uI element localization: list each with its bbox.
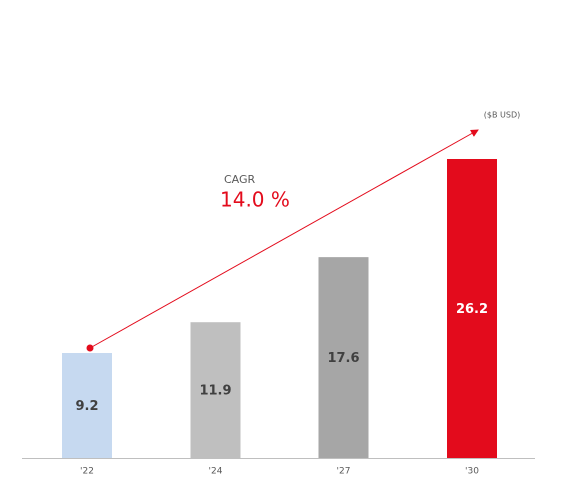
bar [447,159,497,458]
cagr-arrow [89,129,479,349]
value-label: 17.6 [327,351,359,366]
x-tick-label: '22 [80,467,94,477]
value-label: 26.2 [456,302,488,317]
annotation-title: CAGR [224,173,256,186]
value-label: 11.9 [199,384,231,399]
bar [62,353,112,458]
x-tick-label: '30 [465,467,479,477]
x-tick-label: '24 [209,467,223,477]
bar [190,322,241,458]
value-label: 9.2 [75,399,98,414]
cagr-start-dot [86,344,94,352]
x-tick-label: '27 [337,467,351,477]
annotation-value: 14.0 % [220,188,290,212]
bar [318,257,369,458]
unit-label: ($B USD) [484,111,520,120]
